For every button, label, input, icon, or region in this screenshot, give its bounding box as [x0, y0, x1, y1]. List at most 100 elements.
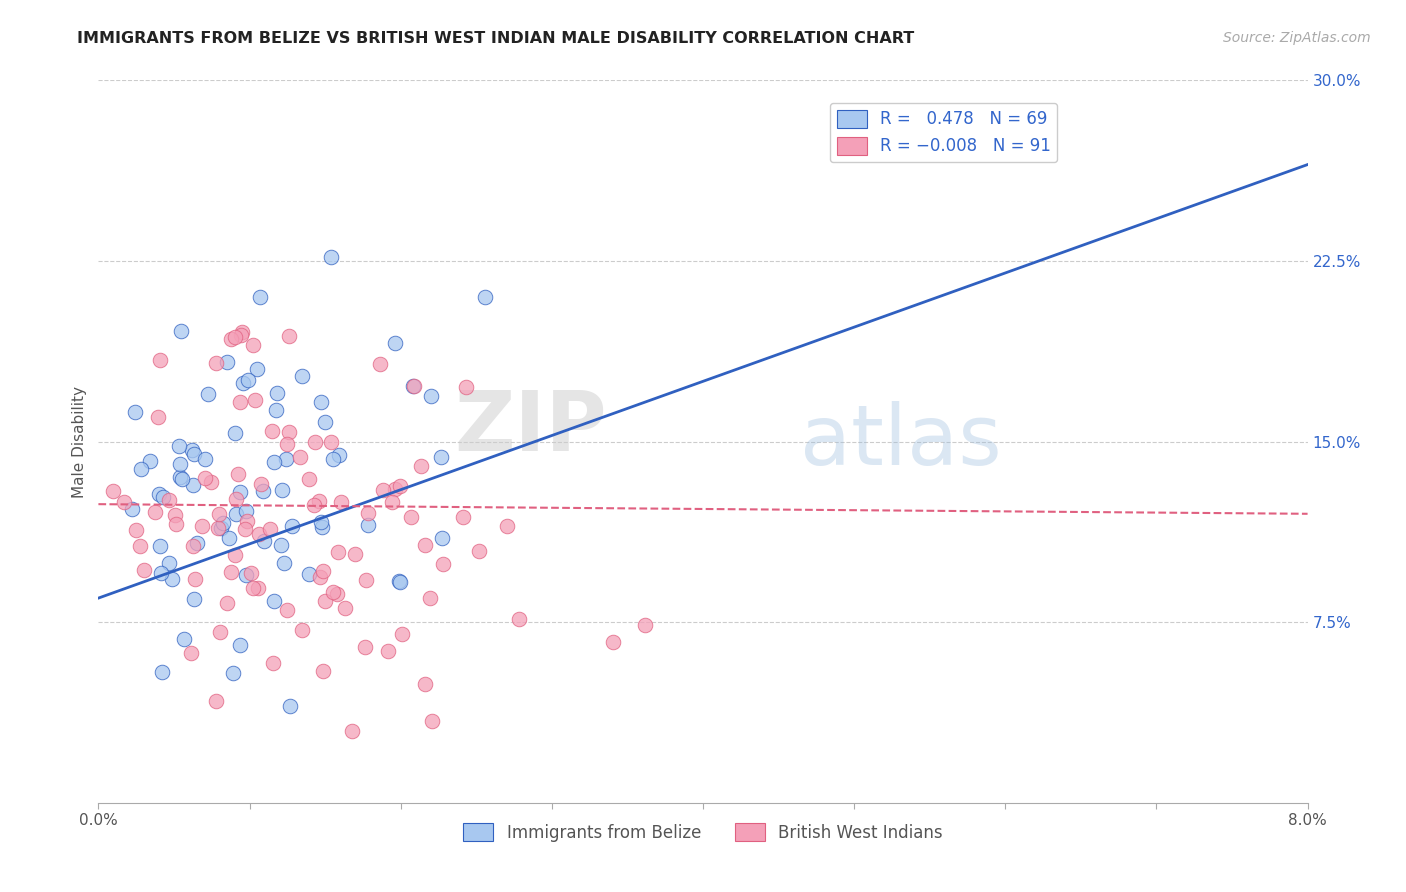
Point [508, 612, 530, 626]
Point [297, 567, 319, 582]
Point [291, 623, 314, 637]
Point [157, 557, 180, 571]
Point [157, 493, 180, 508]
Point [246, 581, 269, 595]
Point [281, 518, 304, 533]
Point [129, 462, 152, 476]
Point [322, 451, 344, 466]
Point [276, 436, 298, 450]
Point [357, 506, 380, 520]
Point [451, 510, 474, 524]
Point [335, 601, 357, 615]
Point [180, 646, 202, 660]
Point [454, 380, 477, 394]
Point [235, 568, 257, 582]
Point [249, 290, 271, 304]
Point [401, 510, 423, 524]
Point [329, 495, 352, 509]
Point [148, 409, 170, 424]
Point [149, 353, 172, 368]
Point [219, 566, 242, 580]
Point [250, 477, 273, 491]
Point [229, 638, 252, 652]
Point [278, 425, 301, 440]
Point [208, 625, 231, 640]
Point [266, 385, 288, 400]
Point [357, 518, 380, 533]
Point [389, 479, 412, 493]
Point [264, 402, 287, 417]
Text: atlas: atlas [800, 401, 1001, 482]
Point [169, 457, 191, 471]
Legend: Immigrants from Belize, British West Indians: Immigrants from Belize, British West Ind… [457, 817, 949, 848]
Point [226, 467, 249, 481]
Point [314, 593, 336, 607]
Point [129, 540, 152, 554]
Point [314, 416, 336, 430]
Point [253, 534, 276, 549]
Point [181, 478, 204, 492]
Point [169, 469, 191, 483]
Point [183, 446, 205, 460]
Point [165, 517, 187, 532]
Point [112, 495, 135, 509]
Point [224, 330, 246, 344]
Point [377, 643, 399, 657]
Point [197, 387, 219, 401]
Point [263, 455, 285, 469]
Point [186, 536, 208, 550]
Point [322, 584, 344, 599]
Point [222, 666, 245, 681]
Point [191, 518, 214, 533]
Point [312, 564, 335, 578]
Point [354, 573, 377, 587]
Point [132, 563, 155, 577]
Point [326, 545, 349, 559]
Point [311, 519, 333, 533]
Point [354, 640, 377, 654]
Point [259, 522, 281, 536]
Point [634, 617, 657, 632]
Point [211, 521, 233, 535]
Point [205, 693, 228, 707]
Point [420, 389, 443, 403]
Point [215, 355, 238, 369]
Point [125, 524, 148, 538]
Point [288, 450, 311, 464]
Point [246, 361, 269, 376]
Point [319, 250, 342, 264]
Text: Source: ZipAtlas.com: Source: ZipAtlas.com [1223, 31, 1371, 45]
Point [194, 471, 217, 485]
Point [232, 376, 254, 391]
Point [308, 493, 330, 508]
Text: ZIP: ZIP [454, 386, 606, 467]
Point [194, 451, 217, 466]
Point [149, 566, 172, 581]
Point [169, 439, 191, 453]
Y-axis label: Male Disability: Male Disability [72, 385, 87, 498]
Point [224, 548, 246, 562]
Point [411, 459, 433, 474]
Point [205, 356, 228, 370]
Point [212, 516, 235, 531]
Point [207, 507, 229, 521]
Point [602, 635, 624, 649]
Point [381, 495, 404, 509]
Point [402, 378, 425, 392]
Point [496, 518, 519, 533]
Point [229, 328, 252, 343]
Point [270, 538, 292, 552]
Point [391, 627, 413, 641]
Point [163, 508, 186, 522]
Point [247, 526, 270, 541]
Text: IMMIGRANTS FROM BELIZE VS BRITISH WEST INDIAN MALE DISABILITY CORRELATION CHART: IMMIGRANTS FROM BELIZE VS BRITISH WEST I… [77, 31, 914, 46]
Point [430, 531, 453, 545]
Point [263, 594, 285, 608]
Point [474, 290, 496, 304]
Point [221, 332, 243, 346]
Point [384, 482, 406, 496]
Point [344, 547, 367, 561]
Point [243, 393, 266, 408]
Point [183, 592, 205, 607]
Point [274, 451, 297, 466]
